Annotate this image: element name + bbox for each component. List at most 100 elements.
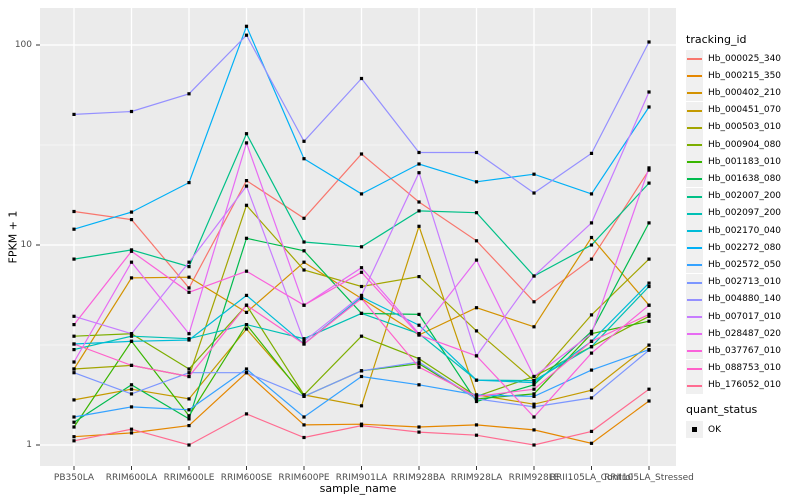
data-point [647, 319, 651, 323]
data-point [589, 235, 594, 240]
data-point [589, 368, 594, 372]
legend-label: Hb_037767_010 [708, 345, 782, 356]
data-point [302, 435, 306, 440]
data-point [244, 184, 249, 188]
data-point [359, 334, 364, 338]
data-point [302, 139, 306, 143]
legend-color-line-icon [687, 92, 702, 95]
legend-key-swatch [686, 136, 703, 153]
legend-item-Hb_000402_210: Hb_000402_210 [686, 84, 782, 102]
x-tick-label-RRIM600LA: RRIM600LA [105, 473, 158, 483]
data-point [532, 428, 536, 432]
data-point [302, 157, 306, 161]
data-point [647, 166, 651, 170]
legend-label: Hb_002170_040 [708, 225, 782, 236]
y-tick-10: 10 [20, 240, 32, 250]
data-point [302, 260, 306, 264]
data-point [532, 300, 536, 304]
data-point [417, 323, 421, 327]
x-tick-label-RRIM600LE: RRIM600LE [163, 473, 215, 483]
data-point [244, 203, 249, 207]
data-point [244, 179, 249, 183]
legend-color-line-icon [687, 333, 702, 336]
legend-item-Hb_004880_140: Hb_004880_140 [686, 290, 781, 308]
data-point [417, 430, 421, 434]
data-point [187, 417, 191, 421]
legend-title-quant-status: quant_status [686, 403, 758, 416]
x-tick-label-RRIM928BA: RRIM928BA [392, 473, 446, 483]
data-point [359, 296, 364, 301]
data-point [129, 339, 134, 343]
data-point [244, 367, 249, 371]
data-point [589, 243, 594, 247]
legend-label: Hb_176052_010 [708, 380, 782, 391]
data-point [647, 399, 651, 403]
legend-color-line-icon [687, 281, 702, 284]
data-point [589, 332, 594, 336]
legend-key-swatch [686, 187, 703, 205]
legend-item-Hb_028487_020: Hb_028487_020 [686, 325, 781, 343]
data-point [129, 249, 134, 253]
legend-label: Hb_000402_210 [708, 87, 782, 98]
data-point [302, 423, 306, 427]
legend-item-Hb_001638_080: Hb_001638_080 [686, 170, 781, 188]
data-point [187, 260, 191, 264]
legend-color-line-icon [687, 126, 702, 129]
legend-key-swatch [686, 325, 703, 343]
data-point [474, 329, 479, 333]
legend-label: Hb_007017_010 [708, 311, 782, 322]
legend-color-line-icon [687, 58, 702, 60]
data-point [359, 374, 364, 379]
data-point [359, 245, 364, 249]
data-point [474, 378, 479, 382]
legend-label-ok: OK [708, 424, 721, 435]
data-point [589, 441, 594, 445]
legend-label: Hb_002272_080 [708, 242, 782, 253]
data-point [302, 268, 306, 272]
data-point [417, 357, 421, 361]
data-point [129, 260, 134, 264]
legend-item-Hb_000451_070: Hb_000451_070 [686, 101, 781, 119]
legend-label: Hb_000904_080 [708, 139, 782, 150]
data-point [589, 351, 594, 355]
legend-key-swatch [686, 153, 703, 171]
data-point [244, 24, 249, 28]
data-point [129, 109, 134, 114]
data-point [417, 275, 421, 279]
data-point [589, 388, 594, 392]
data-point [187, 275, 191, 279]
data-point [72, 257, 76, 261]
legend-item-Hb_002170_040: Hb_002170_040 [686, 222, 781, 239]
legend-label: Hb_000215_350 [708, 70, 782, 81]
legend-label: Hb_088753_010 [708, 363, 782, 374]
data-point [72, 420, 76, 424]
data-point [302, 415, 306, 419]
data-point [187, 414, 191, 418]
data-point [474, 354, 479, 358]
data-point [532, 274, 536, 278]
data-point [72, 360, 76, 364]
data-point [72, 342, 76, 346]
legend-key-swatch [686, 118, 703, 136]
data-point [474, 433, 479, 437]
data-point [187, 338, 191, 342]
data-point [359, 293, 364, 297]
legend-key-swatch [686, 342, 703, 360]
data-point [532, 394, 536, 398]
legend-label: Hb_001183_010 [708, 156, 782, 167]
data-point [532, 443, 536, 447]
x-tick-label-RRIM928LA: RRIM928LA [450, 473, 503, 483]
data-point [359, 76, 364, 81]
data-point [532, 392, 536, 396]
legend-color-line-icon [687, 109, 702, 112]
legend-key-swatch [686, 170, 703, 188]
data-point [532, 387, 536, 391]
data-point [244, 412, 249, 416]
legend-item-Hb_002272_080: Hb_002272_080 [686, 239, 782, 257]
data-point [647, 303, 651, 307]
data-point [72, 371, 76, 375]
legend-item-Hb_000215_350: Hb_000215_350 [686, 67, 782, 85]
data-point [532, 172, 536, 176]
data-point [129, 383, 134, 387]
